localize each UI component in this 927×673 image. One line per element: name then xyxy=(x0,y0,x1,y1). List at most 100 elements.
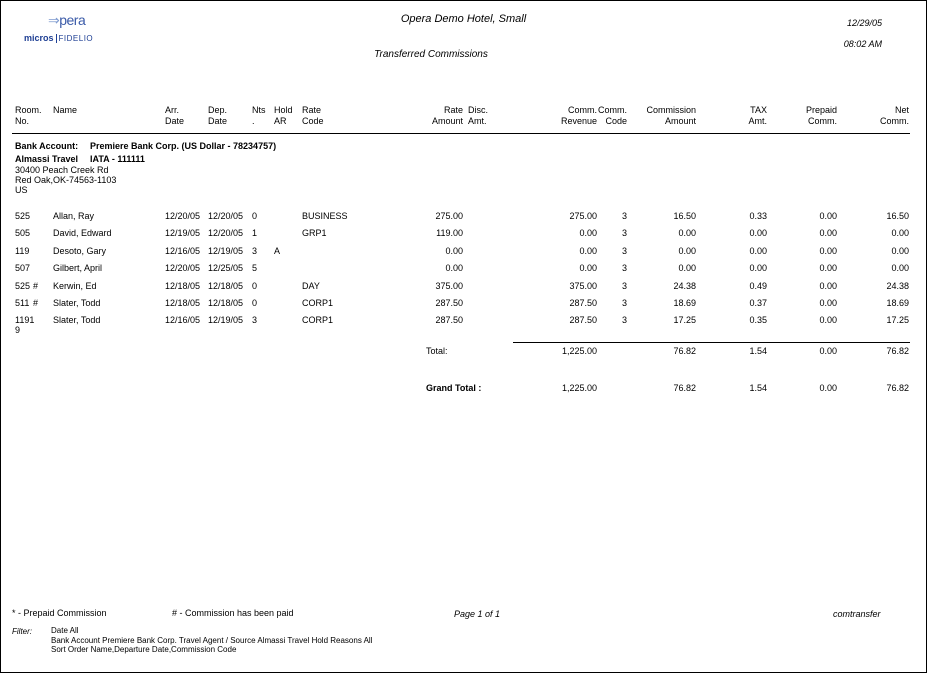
cell-tax: 0.33 xyxy=(749,211,767,221)
cell-dep: 12/19/05 xyxy=(208,315,244,325)
cell-name: David, Edward xyxy=(53,228,112,238)
cell-dep: 12/20/05 xyxy=(208,228,244,238)
column-header-comm-line2: Amount xyxy=(664,116,696,126)
cell-ccode: 3 xyxy=(621,228,627,238)
filter-line: Date All xyxy=(51,626,79,635)
bank-account-label: Bank Account: xyxy=(15,141,79,151)
column-header-hold-line2: AR xyxy=(274,116,287,126)
paid-mark: # xyxy=(33,281,39,291)
cell-room: 505 xyxy=(15,228,31,238)
address-line-2: Red Oak,OK-74563-1103 xyxy=(15,175,117,185)
cell-code: BUSINESS xyxy=(302,211,348,221)
cell-prepaid: 0.00 xyxy=(819,298,837,308)
column-header-ccode-line2: Code xyxy=(605,116,627,126)
grand_total-commission: 76.82 xyxy=(673,383,696,393)
total-revenue: 1,225.00 xyxy=(561,346,597,356)
grand_total-prepaid: 0.00 xyxy=(819,383,837,393)
grand_total-label: Grand Total : xyxy=(426,383,482,393)
cell-dep: 12/18/05 xyxy=(208,298,244,308)
column-header-disc: Disc. xyxy=(468,105,488,115)
report-time: 08:02 AM xyxy=(843,39,882,49)
cell-arr: 12/20/05 xyxy=(165,263,201,273)
cell-name: Slater, Todd xyxy=(53,315,101,325)
column-header-nts-line2: . xyxy=(252,116,255,126)
column-header-prepaid-line2: Comm. xyxy=(808,116,837,126)
cell-rate: 0.00 xyxy=(445,263,463,273)
cell-nts: 0 xyxy=(252,211,258,221)
cell-prepaid: 0.00 xyxy=(819,246,837,256)
cell-rev: 275.00 xyxy=(569,211,597,221)
column-header-room-line2: No. xyxy=(15,116,30,126)
cell-net: 17.25 xyxy=(886,315,909,325)
column-header-room: Room. xyxy=(15,105,42,115)
cell-room: 511 xyxy=(15,298,30,308)
cell-tax: 0.35 xyxy=(749,315,767,325)
filter-line: Sort Order Name,Departure Date,Commissio… xyxy=(51,645,237,654)
cell-net: 16.50 xyxy=(886,211,909,221)
column-header-rev: Comm. xyxy=(568,105,597,115)
cell-arr: 12/19/05 xyxy=(165,228,201,238)
cell-net: 0.00 xyxy=(891,263,909,273)
cell-net: 0.00 xyxy=(891,228,909,238)
cell-tax: 0.00 xyxy=(749,263,767,273)
cell-prepaid: 0.00 xyxy=(819,211,837,221)
cell-prepaid: 0.00 xyxy=(819,315,837,325)
total-net: 76.82 xyxy=(886,346,909,356)
cell-rev: 0.00 xyxy=(579,246,597,256)
cell-name: Slater, Todd xyxy=(53,298,101,308)
column-header-rate: Rate xyxy=(443,105,463,115)
cell-hold: A xyxy=(274,246,281,256)
cell-prepaid: 0.00 xyxy=(819,228,837,238)
address-line-1: 30400 Peach Creek Rd xyxy=(15,165,109,175)
total-commission: 76.82 xyxy=(673,346,696,356)
cell-ccode: 3 xyxy=(621,263,627,273)
cell-net: 0.00 xyxy=(891,246,909,256)
column-header-net: Net xyxy=(894,105,909,115)
cell-ccode: 3 xyxy=(621,246,627,256)
cell-code: DAY xyxy=(302,281,320,291)
cell-ccode: 3 xyxy=(621,211,627,221)
cell-nts: 3 xyxy=(252,246,258,256)
cell-code: GRP1 xyxy=(302,228,327,238)
cell-tax: 0.00 xyxy=(749,228,767,238)
filter-line: Bank Account Premiere Bank Corp. Travel … xyxy=(51,635,373,645)
column-header-dep: Dep. xyxy=(208,105,228,115)
cell-rate: 287.50 xyxy=(435,298,463,308)
cell-rev: 0.00 xyxy=(579,263,597,273)
grand_total-revenue: 1,225.00 xyxy=(561,383,597,393)
column-header-rate-line2: Amount xyxy=(431,116,463,126)
total-tax: 1.54 xyxy=(749,346,767,356)
cell-name: Allan, Ray xyxy=(53,211,95,221)
cell-nts: 1 xyxy=(252,228,258,238)
cell-name: Gilbert, April xyxy=(53,263,103,273)
report-code: comtransfer xyxy=(833,609,881,619)
cell-dep: 12/20/05 xyxy=(208,211,244,221)
cell-nts: 0 xyxy=(252,281,258,291)
filter-label: Filter: xyxy=(12,627,32,636)
column-header-net-line2: Comm. xyxy=(880,116,909,126)
column-header-tax: TAX xyxy=(750,105,767,115)
cell-comm: 0.00 xyxy=(678,263,696,273)
cell-rev: 287.50 xyxy=(569,298,597,308)
cell-name: Desoto, Gary xyxy=(53,246,107,256)
cell-tax: 0.00 xyxy=(749,246,767,256)
address-country: US xyxy=(15,185,28,195)
travel-agent-name: Almassi Travel xyxy=(15,154,79,164)
cell-name: Kerwin, Ed xyxy=(53,281,97,291)
column-header-disc-line2: Amt. xyxy=(468,116,487,126)
column-header-arr-line2: Date xyxy=(165,116,185,126)
column-header-ccode: Comm. xyxy=(598,105,627,115)
column-header-code: Rate xyxy=(302,105,322,115)
cell-nts: 0 xyxy=(252,298,258,308)
report-title: Transferred Commissions xyxy=(374,49,488,60)
cell-rate: 287.50 xyxy=(435,315,463,325)
column-header-hold: Hold xyxy=(274,105,293,115)
total-divider xyxy=(513,342,910,343)
bank-account-value: Premiere Bank Corp. (US Dollar - 7823475… xyxy=(90,141,277,151)
cell-comm: 17.25 xyxy=(673,315,696,325)
column-header-name: Name xyxy=(53,105,78,115)
cell-arr: 12/16/05 xyxy=(165,246,201,256)
cell-rate: 275.00 xyxy=(435,211,463,221)
cell-net: 24.38 xyxy=(886,281,909,291)
cell-comm: 0.00 xyxy=(678,246,696,256)
